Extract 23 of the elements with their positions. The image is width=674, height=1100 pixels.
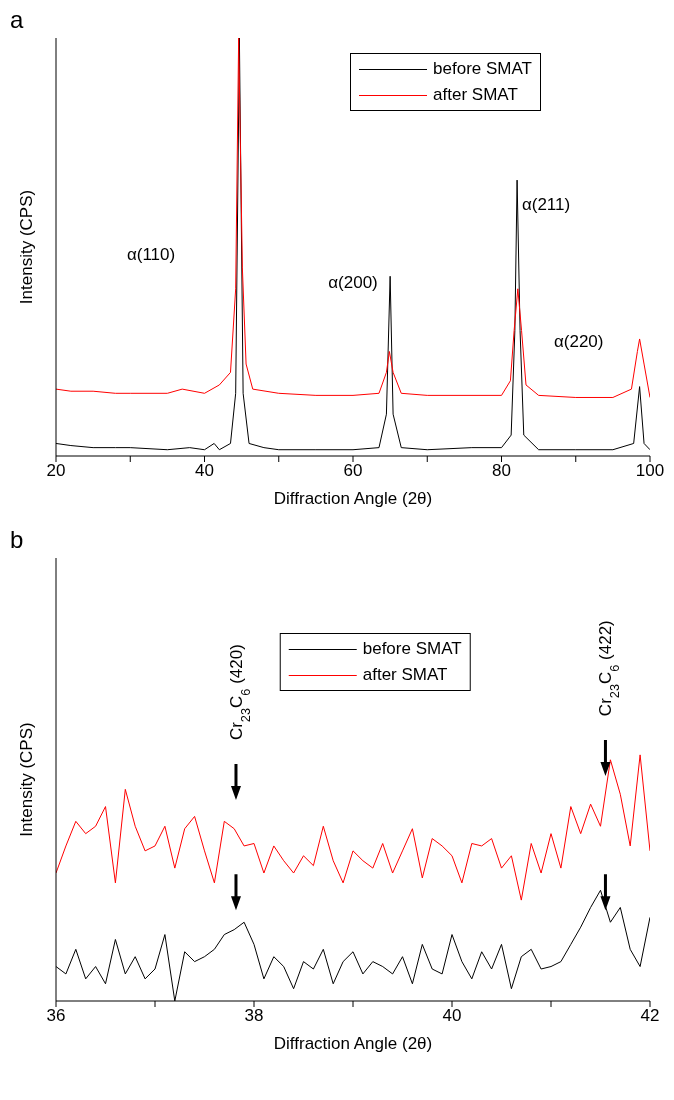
y-axis-title: Intensity (CPS) — [17, 722, 37, 837]
chart-title: a — [10, 6, 24, 34]
x-tick-label: 60 — [343, 461, 363, 481]
x-tick-label: 100 — [635, 461, 665, 481]
annotation: α(220) — [553, 331, 604, 351]
x-tick-label: 40 — [195, 461, 214, 481]
chart-title: b — [10, 526, 24, 554]
x-tick-label: 38 — [244, 1006, 264, 1026]
legend-label: before SMAT — [433, 58, 532, 80]
x-tick-label: 42 — [640, 1006, 660, 1026]
legend-label: after SMAT — [362, 664, 448, 686]
annotation: α(110) — [126, 245, 176, 265]
x-tick-label: 36 — [46, 1006, 66, 1026]
x-axis-title: Diffraction Angle (2θ) — [273, 489, 433, 508]
legend-label: before SMAT — [362, 638, 462, 660]
legend-label: after SMAT — [433, 84, 518, 106]
annotation: α(200) — [328, 272, 378, 292]
y-axis-title: Intensity (CPS) — [17, 189, 37, 305]
x-axis-title: Diffraction Angle (2θ) — [273, 1034, 433, 1053]
x-tick-label: 20 — [46, 461, 66, 481]
x-tick-label: 40 — [442, 1006, 462, 1026]
annotation: α(211) — [521, 195, 571, 215]
x-tick-label: 80 — [492, 461, 511, 481]
